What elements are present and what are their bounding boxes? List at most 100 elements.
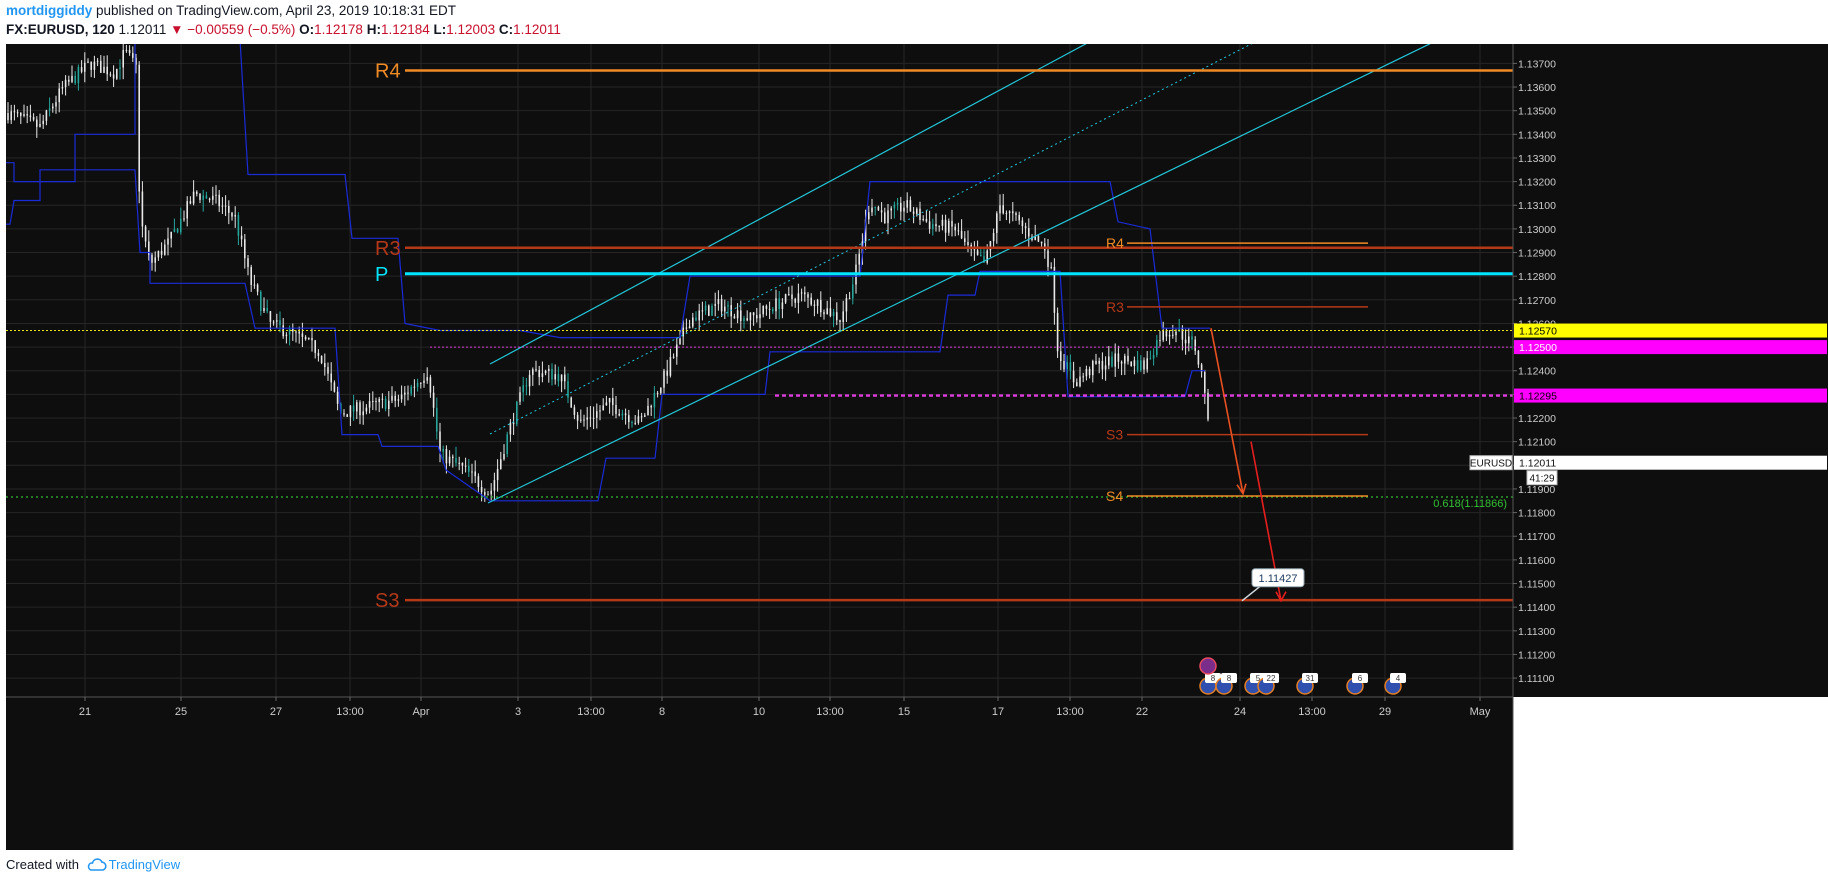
price-tick-label: 1.12700 — [1518, 295, 1556, 307]
candle-body — [77, 67, 80, 84]
candle-body — [199, 193, 201, 200]
candle-body — [240, 235, 243, 240]
candle-body — [1005, 212, 1008, 214]
candle-body — [1015, 213, 1017, 216]
candle-body — [596, 411, 598, 418]
candle-body — [212, 195, 214, 200]
candle-body — [471, 471, 473, 473]
candle-body — [701, 310, 704, 312]
candle-body — [1140, 360, 1142, 371]
candle-body — [272, 321, 275, 323]
candle-body — [1178, 327, 1180, 332]
candle-body — [1079, 376, 1081, 387]
chart-area[interactable]: 0.618(1.11866) R4 R3 P S3 R4 R3 S3 S4 1.11427 8 8 5 2… — [0, 44, 1828, 850]
open-label: O: — [299, 22, 315, 37]
candle-body — [884, 212, 886, 224]
candle-body — [224, 205, 227, 207]
candle-body — [317, 352, 320, 356]
candle-body — [1175, 331, 1177, 336]
weekly-pivot-r3-label: R3 — [375, 238, 401, 260]
candle-body — [852, 284, 854, 299]
candle-body — [64, 79, 67, 88]
symbol-tag-box — [1469, 455, 1513, 471]
candle-body — [484, 492, 486, 495]
candle-body — [461, 462, 464, 466]
candle-body — [893, 204, 896, 209]
fib-level-label: 0.618(1.11866) — [1433, 498, 1507, 510]
candle-body — [116, 69, 118, 79]
event-badge: 22 — [1257, 673, 1279, 695]
candle-body — [813, 304, 816, 306]
candle-body — [535, 369, 537, 371]
event-badge-box — [1352, 673, 1368, 683]
candle-body — [352, 405, 355, 412]
candle-body — [244, 239, 246, 259]
open-value: 1.12178 — [314, 22, 363, 37]
time-tick-label: 13:00 — [1298, 706, 1326, 718]
target-callout-box — [1251, 568, 1305, 588]
daily-pivot-r3-label: R3 — [1106, 299, 1124, 315]
candle-body — [1117, 353, 1120, 362]
arrow-to-target-head — [1275, 591, 1287, 603]
candle-body — [740, 310, 742, 321]
candle-body — [375, 401, 377, 403]
candle-body — [247, 258, 249, 268]
publish-info: mortdiggiddy published on TradingView.co… — [6, 3, 456, 18]
candle-body — [711, 305, 713, 316]
candle-body — [644, 415, 646, 417]
candle-body — [647, 405, 649, 416]
candle-body — [724, 306, 726, 312]
candle-body — [52, 106, 54, 109]
candle-body — [384, 398, 387, 410]
candle-body — [39, 123, 41, 127]
event-badge-count: 22 — [1267, 674, 1276, 683]
candle-body — [84, 62, 86, 72]
candle-body — [1165, 330, 1168, 337]
symbol-tag-label: EURUSD — [1470, 459, 1512, 470]
candle-body — [762, 305, 764, 315]
candle-body — [576, 414, 579, 421]
tradingview-link[interactable]: TradingView — [108, 857, 181, 872]
candle-body — [253, 284, 256, 286]
candle-body — [356, 402, 358, 412]
candle-body — [887, 210, 889, 224]
candle-body — [32, 117, 35, 120]
time-tick-label: 3 — [515, 706, 521, 718]
author-link[interactable]: mortdiggiddy — [6, 3, 93, 18]
candle-body — [1124, 355, 1126, 364]
candle-body — [250, 267, 252, 285]
countdown-tag-label: 41:29 — [1529, 474, 1554, 485]
candle-body — [794, 298, 796, 303]
candle-body — [106, 66, 108, 75]
candle-body — [10, 111, 12, 121]
candle-body — [868, 212, 870, 220]
high-label: H: — [366, 22, 381, 37]
candle-body — [464, 465, 467, 467]
candle-body — [324, 363, 326, 368]
candle-body — [890, 208, 892, 211]
candle-body — [458, 462, 460, 464]
candle-body — [292, 328, 294, 332]
price-tick-label: 1.12200 — [1518, 413, 1556, 425]
candle-body — [704, 305, 707, 311]
candle-body — [1060, 351, 1062, 362]
candle-body — [420, 382, 422, 384]
candle-body — [1162, 330, 1164, 341]
candle-body — [829, 308, 832, 317]
candle-body — [228, 206, 230, 213]
event-badge-count: 4 — [1396, 674, 1401, 683]
candle-body — [1095, 361, 1097, 364]
candle-body — [1108, 356, 1110, 366]
candle-body — [378, 398, 380, 403]
time-tick-label: 17 — [992, 706, 1004, 718]
candle-body — [509, 422, 512, 435]
candle-body — [692, 317, 694, 327]
candle-body — [103, 66, 105, 73]
price-tick-label: 1.12100 — [1518, 437, 1556, 449]
candle-body — [1037, 235, 1040, 242]
candle-body — [775, 298, 777, 312]
price-tick-label: 1.11400 — [1518, 602, 1555, 614]
candle-body — [903, 207, 905, 212]
candle-body — [1152, 354, 1155, 359]
